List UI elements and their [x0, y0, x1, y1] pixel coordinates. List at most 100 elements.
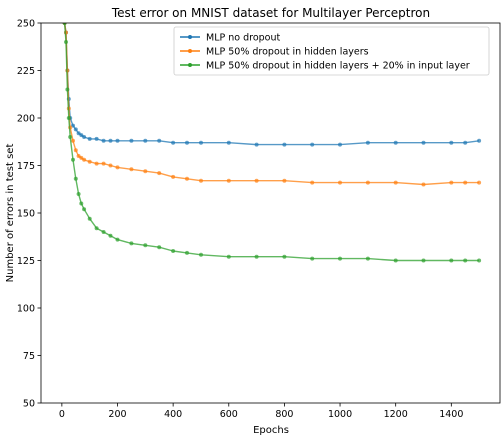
data-point	[79, 155, 84, 160]
data-point	[282, 142, 287, 147]
data-point	[82, 207, 87, 212]
data-point	[108, 163, 113, 168]
legend-box	[173, 26, 490, 76]
data-point	[157, 138, 162, 143]
data-point	[393, 258, 398, 263]
data-point	[157, 245, 162, 250]
y-tick-label: 200	[17, 114, 35, 125]
data-point	[94, 136, 99, 141]
data-point	[115, 237, 120, 242]
data-point	[185, 176, 189, 181]
data-point	[463, 258, 468, 263]
data-point	[310, 180, 315, 185]
legend-marker	[188, 63, 192, 67]
data-point	[68, 135, 73, 139]
data-point	[79, 133, 84, 138]
data-point	[71, 157, 75, 162]
data-point	[143, 138, 148, 143]
x-tick-label: 600	[220, 409, 238, 420]
legend-marker	[188, 35, 192, 39]
data-point	[171, 249, 176, 253]
legend-item: MLP 50% dropout in hidden layers + 20% i…	[180, 61, 470, 72]
data-point	[66, 116, 71, 120]
y-tick-label: 100	[17, 304, 35, 315]
data-point	[73, 176, 78, 181]
data-point	[101, 138, 106, 143]
data-point	[76, 192, 81, 196]
data-point	[449, 180, 454, 185]
data-point	[282, 254, 287, 259]
legend-label: MLP 50% dropout in hidden layers	[206, 47, 369, 58]
data-point	[199, 178, 203, 183]
legend-item: MLP no dropout	[180, 33, 280, 44]
data-point	[64, 40, 68, 44]
data-point	[463, 180, 468, 185]
data-point	[79, 201, 84, 206]
y-tick-label: 50	[23, 399, 35, 410]
data-point	[365, 180, 370, 185]
data-point	[338, 256, 342, 261]
data-point	[199, 140, 203, 145]
data-point	[254, 142, 259, 147]
data-point	[62, 23, 67, 25]
x-tick-label: 0	[59, 409, 65, 420]
data-point	[310, 142, 315, 147]
data-point	[87, 136, 92, 141]
data-point	[226, 140, 231, 145]
legend-label: MLP no dropout	[206, 33, 280, 44]
data-point	[449, 258, 454, 263]
x-tick-label: 400	[164, 409, 182, 420]
legend-label: MLP 50% dropout in hidden layers + 20% i…	[206, 61, 470, 72]
data-point	[71, 138, 75, 143]
data-point	[421, 140, 426, 145]
x-tick-label: 1000	[328, 409, 352, 420]
data-point	[365, 140, 370, 145]
data-point	[108, 138, 113, 143]
data-point	[143, 169, 148, 174]
data-point	[338, 142, 342, 147]
y-tick-label: 225	[17, 66, 35, 77]
data-point	[226, 254, 231, 259]
x-tick-label: 200	[108, 409, 126, 420]
legend-item: MLP 50% dropout in hidden layers	[180, 47, 369, 58]
data-point	[143, 243, 148, 248]
data-point	[282, 178, 287, 183]
data-point	[94, 161, 99, 166]
data-point	[87, 159, 92, 164]
data-point	[73, 127, 78, 132]
data-point	[129, 138, 134, 143]
series-3	[62, 23, 482, 263]
y-tick-label: 250	[17, 19, 35, 30]
data-point	[310, 256, 315, 261]
plot-area	[62, 23, 482, 263]
y-tick-label: 150	[17, 209, 35, 220]
y-axis: 50 75 100 125 150 175 200 225 250	[17, 19, 41, 410]
data-point	[82, 157, 87, 162]
chart-title: Test error on MNIST dataset for Multilay…	[111, 6, 430, 20]
data-point	[185, 250, 189, 255]
data-point	[393, 180, 398, 185]
data-point	[477, 138, 482, 143]
data-point	[94, 226, 99, 231]
data-point	[393, 140, 398, 145]
data-point	[115, 165, 120, 170]
data-point	[82, 135, 87, 139]
x-tick-label: 1400	[439, 409, 463, 420]
data-point	[477, 258, 482, 263]
data-point	[108, 233, 113, 238]
series-line	[63, 23, 480, 262]
y-axis-title: Number of errors in test set	[5, 144, 16, 283]
data-point	[115, 138, 120, 143]
data-point	[129, 167, 134, 172]
data-point	[199, 252, 203, 257]
x-tick-label: 1200	[384, 409, 408, 420]
data-point	[87, 216, 92, 221]
x-axis: 0 200 400 600 800 1000 1200 1400	[59, 403, 463, 420]
x-axis-title: Epochs	[253, 425, 289, 436]
data-point	[477, 180, 482, 185]
data-point	[338, 180, 342, 185]
data-point	[157, 171, 162, 176]
data-point	[129, 241, 134, 246]
data-point	[101, 161, 106, 166]
